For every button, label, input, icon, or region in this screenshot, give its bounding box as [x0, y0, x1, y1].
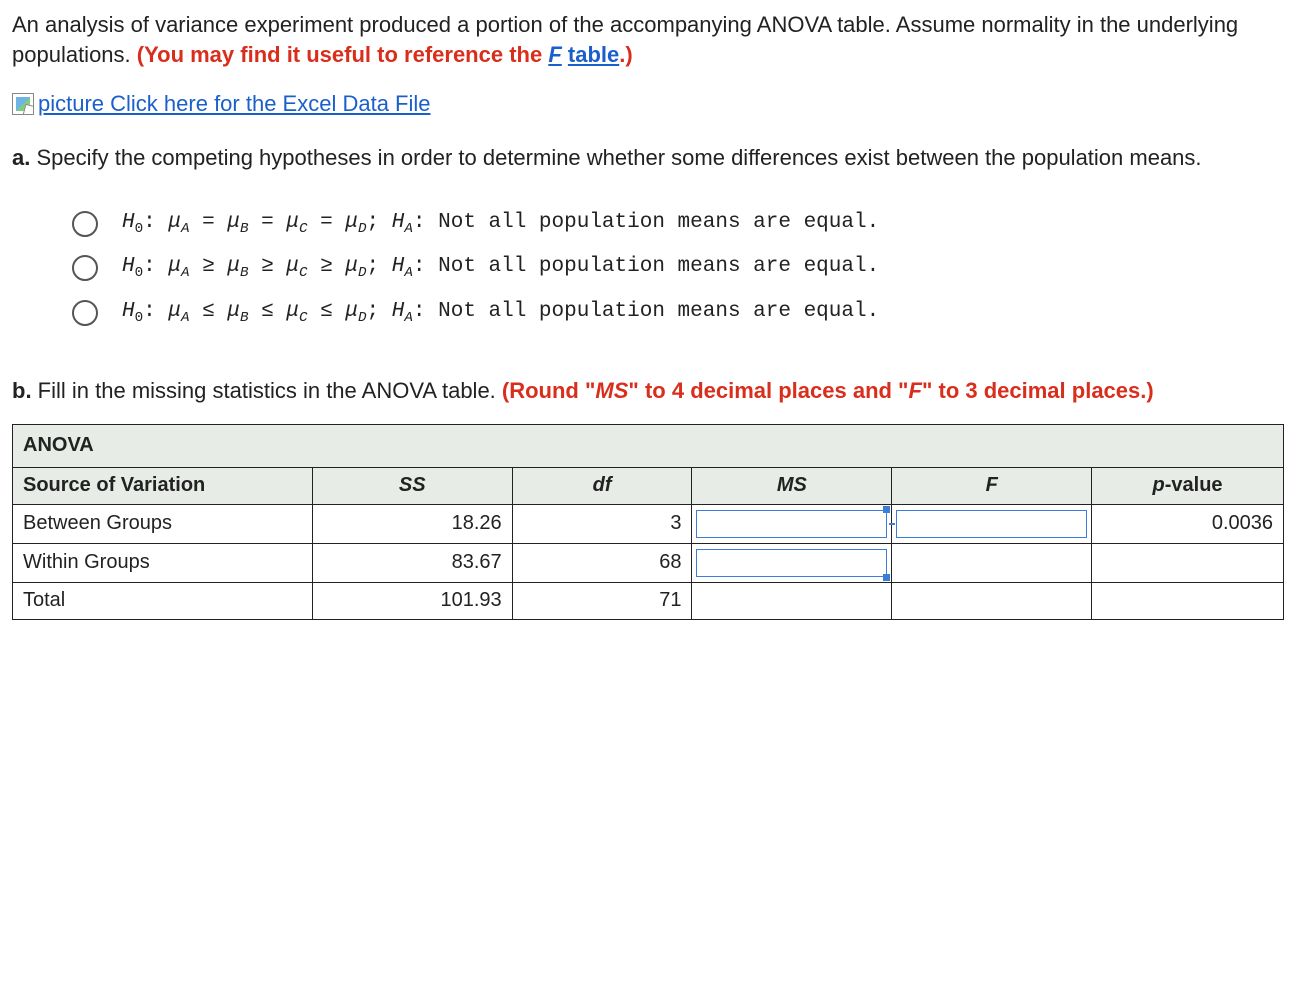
option-text: H0: μA = μB = μC = μD; HA: Not all popul… [122, 209, 879, 239]
anova-header-row: Source of Variation SS df MS F p-value [13, 467, 1284, 504]
total-df: 71 [512, 582, 692, 619]
radio-icon[interactable] [72, 300, 98, 326]
anova-title: ANOVA [13, 424, 1284, 467]
between-f-cell [892, 504, 1092, 543]
part-b-label: b. [12, 378, 32, 403]
header-sov: Source of Variation [13, 467, 313, 504]
intro-red-prefix: (You may find it useful to reference the [137, 42, 549, 67]
row-between: Between Groups 18.26 3 0.0036 [13, 504, 1284, 543]
header-df: df [512, 467, 692, 504]
option-3[interactable]: H0: μA ≤ μB ≤ μC ≤ μD; HA: Not all popul… [72, 298, 1286, 328]
header-f: F [892, 467, 1092, 504]
part-a-text: Specify the competing hypotheses in orde… [30, 145, 1201, 170]
part-b-red: (Round "MS" to 4 decimal places and "F" … [502, 378, 1154, 403]
option-2[interactable]: H0: μA ≥ μB ≥ μC ≥ μD; HA: Not all popul… [72, 253, 1286, 283]
part-a-paragraph: a. Specify the competing hypotheses in o… [12, 143, 1286, 173]
row-total: Total 101.93 71 [13, 582, 1284, 619]
anova-table: ANOVA Source of Variation SS df MS F p-v… [12, 424, 1284, 620]
anova-title-row: ANOVA [13, 424, 1284, 467]
between-pvalue: 0.0036 [1092, 504, 1284, 543]
total-pvalue-cell [1092, 582, 1284, 619]
between-ms-input[interactable] [696, 510, 887, 538]
part-b-text: Fill in the missing statistics in the AN… [32, 378, 502, 403]
intro-red-suffix: .) [619, 42, 632, 67]
hypothesis-options: H0: μA = μB = μC = μD; HA: Not all popul… [72, 209, 1286, 328]
cell-corner-marker-icon [883, 574, 890, 581]
header-ss: SS [312, 467, 512, 504]
total-ms-cell [692, 582, 892, 619]
intro-paragraph: An analysis of variance experiment produ… [12, 10, 1286, 69]
part-a-label: a. [12, 145, 30, 170]
option-text: H0: μA ≥ μB ≥ μC ≥ μD; HA: Not all popul… [122, 253, 879, 283]
total-ss: 101.93 [312, 582, 512, 619]
between-df: 3 [512, 504, 692, 543]
cell-corner-marker-icon [883, 506, 890, 513]
between-f-input[interactable] [896, 510, 1087, 538]
within-label: Within Groups [13, 543, 313, 582]
within-f-cell [892, 543, 1092, 582]
total-f-cell [892, 582, 1092, 619]
between-ss: 18.26 [312, 504, 512, 543]
option-text: H0: μA ≤ μB ≤ μC ≤ μD; HA: Not all popul… [122, 298, 879, 328]
radio-icon[interactable] [72, 255, 98, 281]
within-ms-input[interactable] [696, 549, 887, 577]
between-label: Between Groups [13, 504, 313, 543]
radio-icon[interactable] [72, 211, 98, 237]
part-b-paragraph: b. Fill in the missing statistics in the… [12, 376, 1286, 406]
within-ms-cell [692, 543, 892, 582]
header-pvalue: p-value [1092, 467, 1284, 504]
between-ms-cell [692, 504, 892, 543]
within-df: 68 [512, 543, 692, 582]
header-ms: MS [692, 467, 892, 504]
row-within: Within Groups 83.67 68 [13, 543, 1284, 582]
f-table-link-f[interactable]: F [548, 42, 561, 67]
excel-data-file-link[interactable]: picture Click here for the Excel Data Fi… [38, 89, 431, 119]
f-table-link-table[interactable]: table [568, 42, 619, 67]
broken-image-icon [12, 93, 34, 115]
option-1[interactable]: H0: μA = μB = μC = μD; HA: Not all popul… [72, 209, 1286, 239]
within-pvalue-cell [1092, 543, 1284, 582]
within-ss: 83.67 [312, 543, 512, 582]
excel-link-row: picture Click here for the Excel Data Fi… [12, 89, 1286, 119]
total-label: Total [13, 582, 313, 619]
